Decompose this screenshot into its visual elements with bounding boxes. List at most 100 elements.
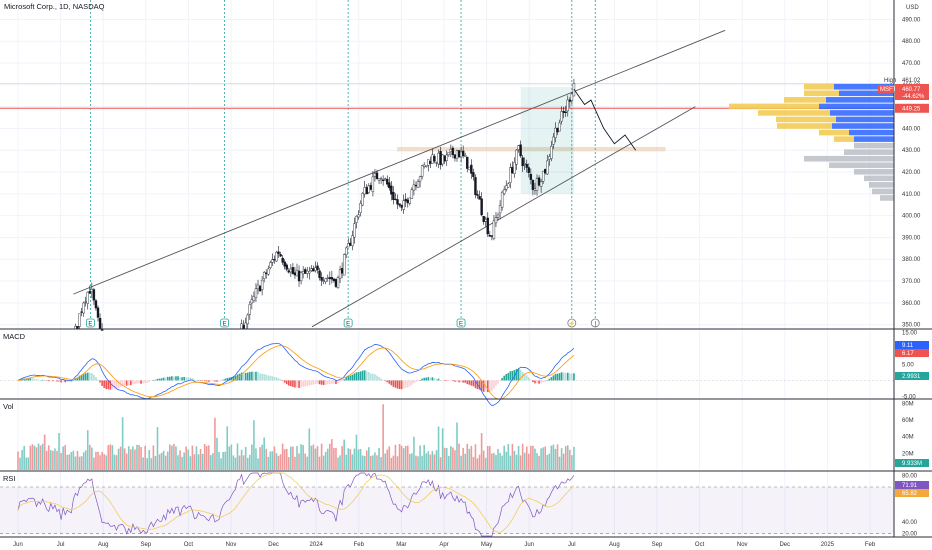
rsi-pane[interactable]: 80.00 40.00 20.00 71.91 65.82	[0, 472, 929, 538]
macd-histogram-bar	[333, 380, 335, 384]
macd-histogram-bar	[150, 380, 153, 381]
candle-body	[386, 179, 389, 185]
volume-bar	[271, 451, 274, 470]
volume-bar	[205, 446, 208, 470]
volume-profile-bar	[854, 168, 894, 175]
volume-bar	[115, 455, 118, 470]
volume-bar	[517, 445, 520, 470]
volume-bar	[382, 404, 384, 470]
price-axis-tick: 360.00	[902, 301, 921, 307]
volume-bar	[41, 443, 44, 470]
macd-histogram-bar	[384, 380, 387, 381]
volume-bar	[447, 455, 450, 470]
macd-histogram-bar	[228, 377, 231, 381]
macd-histogram-bar	[474, 380, 477, 389]
volume-profile-bar	[844, 149, 894, 155]
macd-histogram-bar	[253, 371, 255, 381]
macd-histogram-bar	[234, 376, 237, 381]
candle-body	[375, 172, 379, 180]
volume-bar	[489, 446, 491, 470]
price-pane[interactable]: E E E E ⚡ |	[0, 0, 894, 537]
macd-line	[17, 342, 575, 407]
event-icon-label: ⚡	[568, 320, 575, 328]
candle-body	[244, 322, 247, 330]
macd-histogram-bar	[378, 377, 380, 381]
volume-bar	[212, 453, 214, 470]
macd-histogram-bar	[527, 377, 530, 381]
time-axis-tick: Jul	[568, 542, 576, 548]
macd-histogram-bar	[240, 372, 243, 381]
volume-bar	[540, 448, 542, 470]
macd-histogram-bar	[132, 380, 134, 385]
macd-histogram-bar	[357, 372, 360, 381]
candle-body	[388, 182, 391, 189]
volume-bar	[357, 449, 360, 470]
volume-bar	[566, 445, 569, 470]
volume-bar	[480, 433, 483, 470]
volume-bar	[60, 453, 62, 470]
macd-histogram-bar	[105, 380, 108, 389]
macd-histogram-bar	[413, 380, 415, 384]
candle-body	[334, 279, 338, 287]
macd-histogram-bar	[450, 380, 452, 381]
volume-bar	[226, 426, 229, 470]
candle-body	[299, 272, 303, 282]
volume-bar	[538, 455, 540, 470]
volume-bar	[136, 444, 138, 470]
candle-body	[287, 270, 290, 273]
macd-histogram-bar	[80, 374, 83, 381]
macd-histogram-bar	[224, 378, 226, 381]
candle-body	[494, 217, 498, 224]
macd-histogram-bar	[189, 377, 192, 381]
macd-histogram-bar	[546, 380, 549, 381]
candle-body	[492, 220, 496, 239]
price-axis[interactable]: 350.00 360.00 370.00 380.00 390.00 400.00 410.…	[902, 17, 921, 328]
macd-histogram-bar	[552, 375, 555, 381]
volume-bar	[207, 445, 210, 470]
candle-body	[498, 205, 502, 214]
macd-histogram-bar	[560, 372, 563, 381]
macd-histogram-bar	[306, 380, 309, 386]
volume-bar	[484, 457, 487, 470]
candle-body	[431, 154, 434, 164]
volume-bar	[527, 453, 530, 470]
macd-histogram-bar	[556, 373, 559, 381]
volume-bar	[84, 450, 87, 470]
hist-tag: 2.9931	[902, 374, 921, 380]
macd-histogram-bar	[365, 371, 368, 381]
macd-histogram-bar	[536, 380, 538, 384]
macd-histogram-bar	[417, 380, 419, 382]
macd-histogram-bar	[257, 372, 259, 381]
candle-body	[541, 170, 545, 182]
volume-pane[interactable]: 80M 60M 40M 20M 9.933M	[17, 401, 929, 470]
macd-histogram-bar	[222, 379, 224, 381]
candle-body	[441, 154, 444, 165]
volume-profile-bar-down	[804, 83, 834, 90]
volume-bar	[468, 448, 471, 470]
volume-bar	[478, 454, 481, 470]
volume-bar	[218, 451, 220, 470]
candle-body	[353, 223, 356, 238]
volume-bar	[210, 455, 212, 470]
candle-body	[529, 173, 533, 180]
macd-histogram-bar	[482, 380, 485, 392]
macd-histogram-bar	[134, 380, 136, 385]
volume-bar	[542, 447, 544, 470]
price-axis-tick: 440.00	[902, 126, 921, 132]
candle-body	[449, 149, 453, 152]
macd-histogram-bar	[101, 380, 103, 386]
volume-bar	[314, 448, 317, 470]
candle-body	[246, 314, 249, 325]
candle-body	[361, 193, 364, 206]
candle-body	[531, 179, 535, 190]
volume-bar	[548, 453, 551, 470]
candle-body	[312, 268, 315, 272]
volume-bar	[308, 428, 311, 470]
candle-body	[330, 277, 334, 280]
volume-bar	[37, 443, 40, 470]
macd-pane[interactable]: 15.00 5.00 -5.00 9.11 6.17 2.9931	[0, 331, 929, 407]
macd-histogram-bar	[130, 380, 132, 386]
time-axis[interactable]: Jun Jul Aug Sep Oct Nov Dec 2024 Feb Mar Apr May Jun…	[13, 542, 876, 548]
candle-body	[459, 151, 463, 158]
